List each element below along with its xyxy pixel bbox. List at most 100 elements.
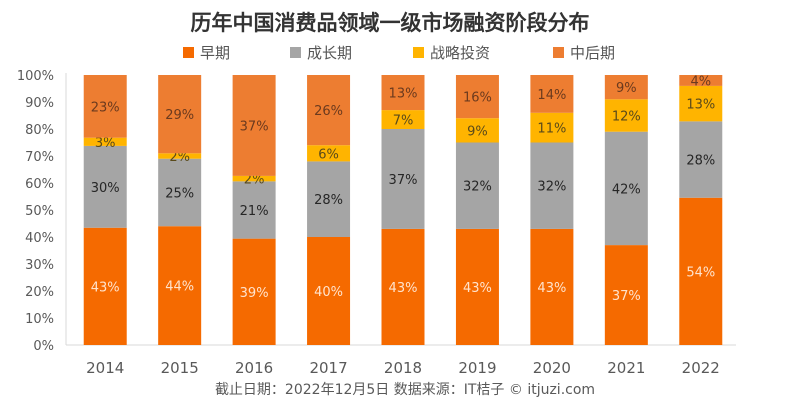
x-tick-label: 2018 — [384, 359, 422, 377]
legend-swatch-1 — [290, 47, 301, 58]
data-label-2022-0: 54% — [686, 265, 715, 280]
bar-segment-2017-3 — [307, 75, 351, 146]
bar-segment-2018-0 — [381, 228, 425, 345]
x-tick-label: 2016 — [235, 359, 273, 377]
bar-segment-2019-2 — [455, 118, 499, 143]
x-tick-label: 2019 — [458, 359, 496, 377]
bar-segment-2015-1 — [158, 158, 202, 227]
data-label-2017-0: 40% — [314, 285, 343, 300]
data-label-2019-1: 32% — [463, 180, 492, 195]
bar-segment-2020-3 — [530, 75, 574, 113]
bar-segment-2015-0 — [158, 226, 202, 345]
data-label-2022-3: 4% — [690, 74, 711, 89]
legend-swatch-2 — [413, 47, 424, 58]
data-label-2017-2: 6% — [318, 147, 339, 162]
x-tick-label: 2022 — [682, 359, 720, 377]
data-label-2020-3: 14% — [537, 88, 566, 103]
footer-source-note: 截止日期：2022年12月5日 数据来源：IT桔子 © itjuzi.com — [215, 382, 595, 398]
legend-label-2: 战略投资 — [430, 44, 490, 62]
bar-segment-2021-0 — [604, 245, 648, 345]
data-label-2022-1: 28% — [686, 154, 715, 169]
bar-segment-2014-3 — [83, 75, 127, 138]
bar-segment-2019-0 — [455, 228, 499, 345]
bar-segment-2022-3 — [679, 75, 723, 86]
data-label-2015-3: 29% — [165, 108, 194, 123]
bar-segment-2022-1 — [679, 121, 723, 198]
y-tick-label: 10% — [25, 312, 54, 327]
data-label-2014-2: 3% — [95, 136, 116, 151]
y-tick-label: 70% — [25, 150, 54, 165]
data-label-2020-2: 11% — [537, 122, 566, 137]
data-label-2016-3: 37% — [240, 119, 269, 134]
data-label-2014-1: 30% — [91, 181, 120, 196]
data-label-2017-1: 28% — [314, 193, 343, 208]
data-label-2018-0: 43% — [389, 281, 418, 296]
data-label-2016-1: 21% — [240, 204, 269, 219]
bar-segment-2016-3 — [232, 75, 276, 176]
x-tick-label: 2017 — [309, 359, 347, 377]
data-label-2018-1: 37% — [389, 173, 418, 188]
bar-segment-2018-3 — [381, 75, 425, 111]
y-tick-label: 50% — [25, 204, 54, 219]
bar-segment-2014-2 — [83, 137, 127, 146]
chart-title: 历年中国消费品领域一级市场融资阶段分布 — [191, 11, 590, 35]
data-label-2017-3: 26% — [314, 104, 343, 119]
data-label-2015-0: 44% — [165, 280, 194, 295]
bar-segment-2019-3 — [455, 75, 499, 119]
y-tick-label: 80% — [25, 123, 54, 138]
data-label-2019-0: 43% — [463, 281, 492, 296]
legend-label-0: 早期 — [200, 44, 230, 62]
y-tick-label: 40% — [25, 231, 54, 246]
bar-segment-2015-3 — [158, 75, 202, 154]
data-label-2021-0: 37% — [612, 289, 641, 304]
data-label-2014-0: 43% — [91, 280, 120, 295]
data-label-2018-3: 13% — [389, 87, 418, 102]
y-tick-label: 20% — [25, 285, 54, 300]
bar-segment-2016-2 — [232, 175, 276, 182]
x-tick-label: 2014 — [86, 359, 124, 377]
bar-segment-2017-2 — [307, 145, 351, 162]
bar-segment-2020-2 — [530, 112, 574, 143]
bar-segment-2016-0 — [232, 238, 276, 345]
data-label-2014-3: 23% — [91, 100, 120, 115]
x-tick-label: 2020 — [533, 359, 571, 377]
legend-swatch-0 — [183, 47, 194, 58]
data-label-2020-0: 43% — [537, 281, 566, 296]
bar-segment-2018-1 — [381, 129, 425, 229]
data-label-2021-3: 9% — [616, 81, 637, 96]
data-label-2015-1: 25% — [165, 186, 194, 201]
bar-segment-2021-1 — [604, 131, 648, 246]
data-label-2015-2: 2% — [169, 150, 190, 165]
legend: 早期 成长期 战略投资 中后期 — [183, 44, 615, 62]
data-label-2020-1: 32% — [537, 180, 566, 195]
x-tick-label: 2021 — [607, 359, 645, 377]
data-label-2018-2: 7% — [393, 114, 414, 129]
y-tick-label: 0% — [33, 339, 54, 354]
bar-segment-2017-1 — [307, 161, 351, 237]
x-axis: 2014 2015 2016 2017 2018 2019 2020 2021 2022 — [86, 359, 720, 377]
bar-segment-2020-1 — [530, 142, 574, 229]
data-label-2021-1: 42% — [612, 182, 641, 197]
bar-segment-2019-1 — [455, 142, 499, 229]
bar-segment-2022-2 — [679, 85, 723, 122]
y-tick-label: 100% — [17, 69, 54, 84]
y-tick-label: 90% — [25, 96, 54, 111]
bar-segment-2021-3 — [604, 75, 648, 100]
bar-segment-2021-2 — [604, 99, 648, 132]
data-label-2019-3: 16% — [463, 91, 492, 106]
x-tick-label: 2015 — [161, 359, 199, 377]
legend-label-1: 成长期 — [307, 44, 352, 62]
data-label-2016-2: 2% — [244, 173, 265, 188]
bar-segment-2017-0 — [307, 237, 351, 345]
y-tick-label: 30% — [25, 258, 54, 273]
bar-segment-2018-2 — [381, 110, 425, 129]
data-label-2022-2: 13% — [686, 98, 715, 113]
bars: 43% 30% 3% 23% 44% 25% 2% 29% 39% 21% 2% 37% 40% 28% 6… — [83, 74, 723, 345]
bar-segment-2022-0 — [679, 197, 723, 345]
bar-segment-2020-0 — [530, 228, 574, 345]
data-label-2021-2: 12% — [612, 110, 641, 125]
legend-label-3: 中后期 — [570, 44, 615, 62]
y-tick-label: 60% — [25, 177, 54, 192]
data-label-2016-0: 39% — [240, 286, 269, 301]
